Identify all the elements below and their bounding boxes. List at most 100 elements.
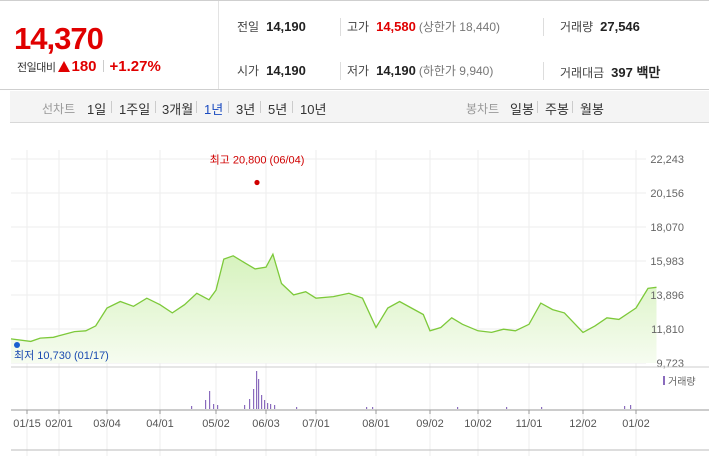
prev-close-value: 14,190 — [266, 19, 306, 34]
divider — [292, 101, 293, 113]
divider — [102, 60, 104, 72]
price-chart-svg: 22,243 20,156 18,070 15,983 13,896 11,810 9,72… — [10, 150, 709, 456]
x-tick-label: 01/02 — [622, 418, 650, 430]
current-price: 14,370 — [14, 21, 104, 56]
open-price: 시가 14,190 — [237, 62, 306, 82]
low-label: 저가 — [347, 64, 370, 78]
high-marker-dot — [254, 179, 260, 186]
low-value: 14,190 — [376, 63, 416, 78]
y-tick-label: 11,810 — [651, 324, 684, 336]
y-tick-label: 13,896 — [650, 290, 684, 302]
x-tick-label: 09/02 — [416, 418, 444, 430]
volume-bar — [624, 406, 626, 409]
open-label: 시가 — [237, 64, 260, 78]
volume-bar — [217, 405, 219, 409]
tab-1w[interactable]: 1주일 — [119, 102, 151, 117]
volume-bar — [270, 404, 272, 409]
x-tick-label: 10/02 — [464, 418, 492, 430]
price-area-fill — [11, 254, 657, 363]
y-tick-label: 20,156 — [650, 188, 684, 200]
y-tick-label: 9,723 — [656, 358, 684, 370]
volume-bar — [261, 395, 263, 409]
volume-bar — [630, 405, 632, 409]
x-tick-label: 07/01 — [302, 418, 330, 430]
change-label: 전일대비 — [17, 62, 56, 74]
volume-bar — [366, 407, 368, 409]
high-price: 고가 14,580 (상한가 18,440) — [347, 18, 500, 38]
prev-close: 전일 14,190 — [237, 18, 306, 38]
low-annotation-label: 최저 10,730 (01/17) — [14, 349, 109, 362]
volume-bar — [256, 371, 258, 409]
volume-bar — [267, 403, 269, 409]
chart-tab-bar: 선차트 1일 1주일 3개월 1년 3년 5년 10년 봉차트 일봉 주봉 월봉 — [10, 91, 709, 123]
low-price: 저가 14,190 (하한가 9,940) — [347, 62, 493, 82]
tab-monthly[interactable]: 월봉 — [580, 102, 604, 117]
trade-amount-label: 거래대금 — [560, 66, 605, 80]
divider — [155, 101, 156, 113]
volume-bar — [506, 407, 508, 409]
divider — [543, 62, 544, 80]
volume-bar — [296, 407, 298, 409]
volume-bar — [274, 405, 276, 409]
volume: 거래량 27,546 — [560, 18, 640, 38]
tab-1y[interactable]: 1년 — [204, 102, 224, 117]
divider — [340, 18, 341, 36]
line-chart-label: 선차트 — [42, 102, 76, 116]
volume-bar — [457, 407, 459, 409]
quote-summary: 14,370 전일대비 180 +1.27% 전일 14,190 고가 14,580 (상… — [0, 0, 709, 90]
divider — [196, 101, 197, 113]
x-tick-label: 02/01 — [45, 418, 73, 430]
volume-bar — [244, 405, 246, 409]
tab-5y[interactable]: 5년 — [268, 102, 288, 117]
high-value: 14,580 — [376, 19, 416, 34]
trade-amount-value: 397 백만 — [611, 65, 661, 80]
change-row: 전일대비 180 +1.27% — [17, 58, 161, 75]
volume-label: 거래량 — [560, 20, 594, 34]
volume-bar — [541, 407, 543, 409]
x-tick-label: 11/01 — [516, 418, 543, 430]
x-tick-label: 03/04 — [93, 418, 121, 430]
candle-chart-label: 봉차트 — [466, 102, 500, 116]
y-tick-label: 22,243 — [650, 154, 684, 166]
tab-10y[interactable]: 10년 — [300, 102, 327, 117]
price-panel: 14,370 전일대비 180 +1.27% — [0, 1, 219, 89]
tab-weekly[interactable]: 주봉 — [545, 102, 569, 117]
divider — [111, 101, 112, 113]
lower-limit: (하한가 9,940) — [418, 64, 494, 78]
high-label: 고가 — [347, 20, 370, 34]
trade-amount: 거래대금 397 백만 — [560, 62, 660, 82]
volume-bar — [264, 400, 266, 409]
x-tick-label: 05/02 — [202, 418, 230, 430]
divider — [572, 101, 573, 113]
tab-3y[interactable]: 3년 — [236, 102, 256, 117]
volume-bar — [372, 407, 374, 409]
tab-1d[interactable]: 1일 — [87, 102, 107, 117]
divider — [543, 18, 544, 36]
divider — [340, 62, 341, 80]
quote-details: 전일 14,190 고가 14,580 (상한가 18,440) 거래량 27,546 … — [220, 1, 709, 89]
tab-3m[interactable]: 3개월 — [162, 102, 194, 117]
divider — [260, 101, 261, 113]
price-chart: 22,243 20,156 18,070 15,983 13,896 11,810 9,72… — [0, 140, 709, 456]
tab-daily[interactable]: 일봉 — [510, 102, 534, 117]
prev-close-label: 전일 — [237, 20, 260, 34]
volume-bar — [191, 406, 193, 409]
divider — [537, 101, 538, 113]
volume-bar — [253, 389, 255, 409]
upper-limit: (상한가 18,440) — [418, 20, 501, 34]
up-triangle-icon — [58, 61, 71, 72]
high-annotation-label: 최고 20,800 (06/04) — [210, 154, 305, 167]
low-marker-dot — [14, 342, 20, 348]
x-tick-label: 01/15 — [13, 418, 41, 430]
x-tick-label: 08/01 — [362, 418, 390, 430]
divider — [228, 101, 229, 113]
change-percent: +1.27% — [109, 58, 161, 75]
price-series-line — [10, 252, 657, 343]
x-tick-label: 12/02 — [569, 418, 597, 430]
y-tick-label: 15,983 — [650, 256, 684, 268]
x-tick-label: 06/03 — [252, 418, 280, 430]
volume-legend-swatch — [663, 376, 665, 385]
y-tick-label: 18,070 — [650, 222, 684, 234]
x-tick-label: 04/01 — [146, 418, 174, 430]
change-amount: 180 — [71, 58, 97, 75]
